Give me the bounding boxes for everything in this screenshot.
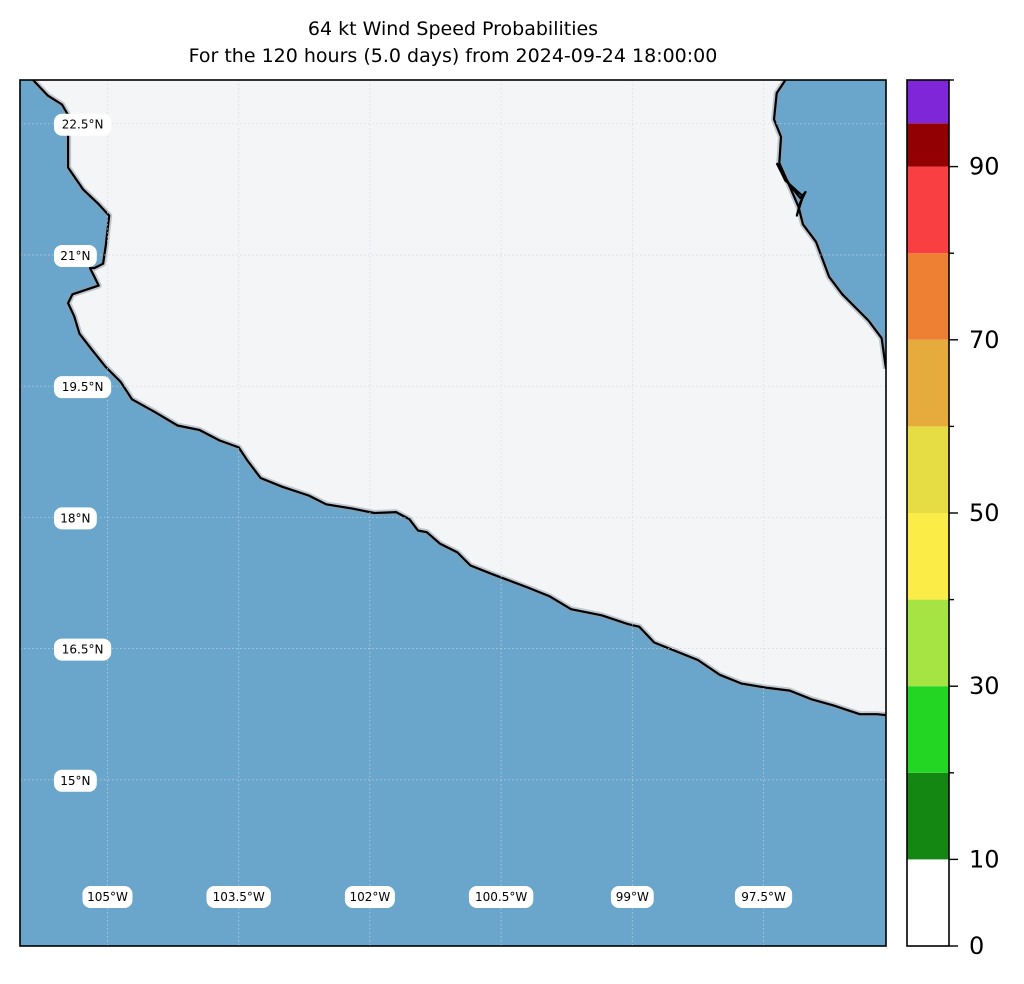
lon-label-text: 100.5°W [475,890,527,904]
colorbar-tick-label: 70 [969,326,1000,354]
colorbar-bin [907,686,949,773]
lon-label: 100.5°W [468,886,534,908]
coastline-lagoon [775,162,807,217]
chart-subtitle: For the 120 hours (5.0 days) from 2024-0… [188,45,718,67]
lat-label: 21°N [54,244,97,267]
colorbar-bin [907,253,949,340]
colorbar-bin [907,166,949,254]
colorbar-bin [907,339,949,427]
colorbar-bin [907,123,949,167]
lon-label: 102°W [344,886,395,908]
lon-label-text: 97.5°W [741,890,786,904]
colorbar-bin [907,426,949,513]
colorbar-bin [907,772,949,860]
colorbar-tick-label: 50 [969,499,1000,527]
latitude-labels: 22.5°N 21°N 19.5°N 18°N 16.5°N 15°N [54,113,112,792]
lon-label-text: 103.5°W [213,890,265,904]
colorbar: 0 10 30 50 70 90 [906,79,1000,960]
lon-label: 99°W [610,886,654,908]
lat-label: 22.5°N [54,113,112,136]
lat-label-text: 15°N [60,774,90,788]
lat-label: 19.5°N [54,376,112,399]
lon-label-text: 99°W [616,890,649,904]
lat-label-text: 19.5°N [62,380,104,394]
colorbar-bin [907,859,949,946]
land-area [33,80,886,716]
colorbar-tick-label: 90 [969,153,1000,181]
lat-label-text: 21°N [60,249,90,263]
longitude-labels: 105°W 103.5°W 102°W 100.5°W 99°W 97.5°W [82,886,793,908]
graticule [20,80,886,946]
coastline-gulf [772,80,886,369]
lat-label-text: 22.5°N [62,118,104,132]
lon-label: 97.5°W [734,886,793,908]
colorbar-bin [907,80,949,124]
colorbar-tick-label: 10 [969,845,1000,873]
lat-label: 15°N [54,769,97,792]
lat-label-text: 16.5°N [62,643,104,657]
colorbar-bin [907,599,949,687]
lat-label: 16.5°N [54,638,112,661]
chart-title: 64 kt Wind Speed Probabilities [307,18,599,40]
colorbar-tick-label: 30 [969,672,1000,700]
coastline-pacific [32,80,886,717]
lat-label: 18°N [54,507,97,530]
lat-label-text: 18°N [60,511,90,525]
lon-label-text: 102°W [350,890,391,904]
lon-label-text: 105°W [87,890,128,904]
colorbar-bin [907,513,949,600]
map-panel[interactable]: 22.5°N 21°N 19.5°N 18°N 16.5°N 15°N 105°W 103.… [20,80,888,946]
map-frame [19,79,887,947]
colorbar-tick-label: 0 [969,932,984,960]
lon-label: 105°W [82,886,133,908]
lon-label: 103.5°W [206,886,271,908]
